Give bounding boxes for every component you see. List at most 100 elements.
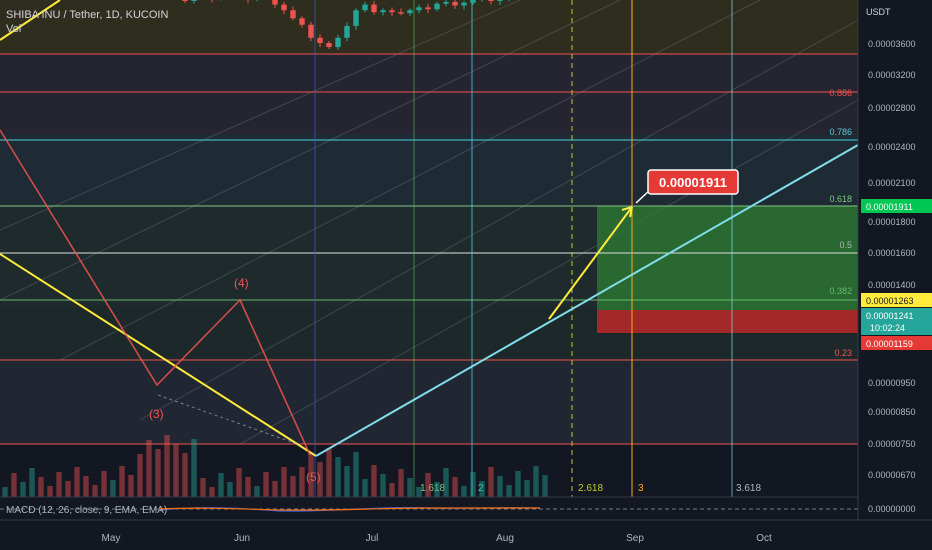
price-axis <box>858 0 932 520</box>
x-tick: Aug <box>496 533 514 544</box>
volume-bar <box>182 453 188 497</box>
volume-bar <box>164 435 170 497</box>
volume-bar <box>254 486 260 497</box>
volume-bar <box>83 476 89 497</box>
volume-bar <box>371 465 377 497</box>
projection-arrow <box>548 206 633 320</box>
x-tick: Jul <box>366 533 379 544</box>
volume-bar <box>443 468 449 497</box>
candle-body <box>326 42 332 48</box>
pitchfork-lines <box>0 0 859 445</box>
yellow-top-line <box>0 0 61 41</box>
time-axis <box>0 520 932 550</box>
macd-signal-line <box>159 507 540 511</box>
volume-bar <box>11 473 17 497</box>
y-tick: 0.00000950 <box>868 378 916 388</box>
volume-bar <box>56 472 62 497</box>
volume-bar <box>326 448 332 497</box>
volume-bar <box>470 472 476 497</box>
current-price-text: 0.00001241 <box>866 311 914 321</box>
candle-body <box>182 0 188 1</box>
volume-bar <box>227 482 233 497</box>
macd-label[interactable]: MACD (12, 26, close, 9, EMA, EMA) <box>6 505 168 516</box>
y-tick: 0.00003600 <box>868 39 916 49</box>
yellow-downtrend-line <box>0 253 317 457</box>
risk-zone <box>597 310 858 333</box>
fib-band-5 <box>0 362 858 444</box>
volume-label[interactable]: Vol <box>6 23 22 35</box>
callout-box <box>647 169 739 195</box>
volume-bar <box>137 454 143 497</box>
stop-price-tag <box>861 336 932 350</box>
y-tick: 0.00001800 <box>868 217 916 227</box>
fib-label-0786: 0.786 <box>829 127 852 137</box>
cyan-support-line <box>315 144 859 457</box>
volume-bar <box>407 478 413 497</box>
candle-body <box>461 2 467 6</box>
volume-bar <box>335 457 341 497</box>
volume-bar <box>515 471 521 497</box>
volume-bar <box>434 482 440 497</box>
candle-body <box>398 12 404 14</box>
candles <box>182 0 510 50</box>
symbol-title[interactable]: SHIBA INU / Tether, 1D, KUCOIN <box>6 9 169 21</box>
volume-bars <box>2 435 548 497</box>
candle-body <box>317 37 323 43</box>
volume-bar <box>281 467 287 497</box>
target-price-text: 0.00001911 <box>866 202 913 212</box>
y-tick: 0.00000850 <box>868 407 916 417</box>
volume-bar <box>47 486 53 497</box>
volume-bar <box>29 468 35 497</box>
fib-label-0886: 0.886 <box>829 88 852 98</box>
x-tick: May <box>102 533 121 544</box>
volume-bar <box>218 473 224 497</box>
fib-band-top <box>0 54 858 134</box>
fib-label-0382: 0.382 <box>829 286 852 296</box>
volume-bar <box>119 466 125 497</box>
y-tick: 0.00001400 <box>868 280 916 290</box>
fib-time-2: 2 <box>478 483 484 494</box>
candle-body <box>290 10 296 19</box>
candle-body <box>407 10 413 14</box>
volume-bar <box>101 471 107 497</box>
fib-time-1618: 1.618 <box>420 483 445 494</box>
volume-bar <box>2 487 8 497</box>
fib-time-3: 3 <box>638 483 644 494</box>
volume-bar <box>65 481 71 497</box>
fib-label-023: 0.23 <box>834 348 852 358</box>
volume-bar <box>506 485 512 497</box>
volume-bar <box>452 477 458 497</box>
candle-body <box>344 25 350 38</box>
callout-text: 0.00001911 <box>659 175 727 190</box>
stop-price-text: 0.00001159 <box>866 339 913 349</box>
fib-label-05: 0.5 <box>839 240 852 250</box>
volume-bar <box>173 444 179 497</box>
fib-time-zones <box>314 0 733 497</box>
fib-time-2618: 2.618 <box>578 483 603 494</box>
projection-arrowhead <box>621 206 633 218</box>
x-tick: Jun <box>234 533 250 544</box>
volume-bar <box>209 487 215 497</box>
volume-bar <box>128 475 134 497</box>
volume-bar <box>542 475 548 497</box>
y-tick: 0.00000750 <box>868 439 916 449</box>
y-tick: 0.00002800 <box>868 103 916 113</box>
volume-bar <box>236 468 242 497</box>
candle-body <box>308 24 314 38</box>
volume-bar <box>200 478 206 497</box>
candle-body <box>299 18 305 25</box>
volume-bar <box>461 486 467 497</box>
volume-bar <box>290 476 296 497</box>
volume-bar <box>155 449 161 497</box>
y-tick: 0.00003200 <box>868 70 916 80</box>
candle-body <box>452 1 458 6</box>
wave-label-4: (4) <box>234 276 249 290</box>
volume-bar <box>344 466 350 497</box>
volume-bar <box>425 473 431 497</box>
volume-bar <box>245 477 251 497</box>
volume-bar <box>533 466 539 497</box>
candle-body <box>272 0 278 5</box>
reward-zone <box>597 206 858 310</box>
